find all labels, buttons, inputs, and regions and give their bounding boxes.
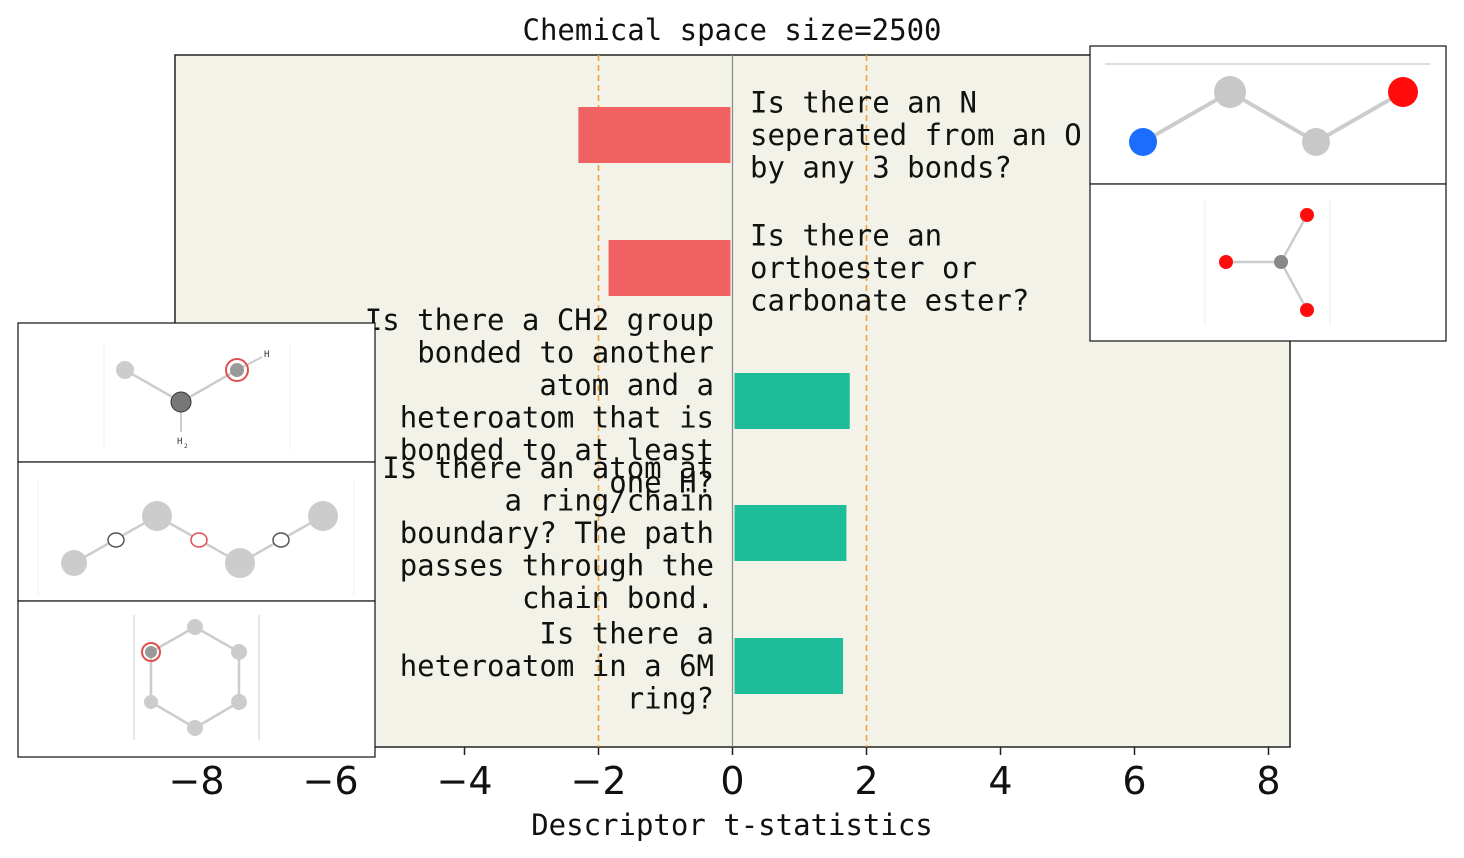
- x-tick-label-6: 4: [988, 759, 1012, 803]
- x-tick-label-4: 0: [720, 759, 744, 803]
- bar-label-line: Is there an: [750, 219, 942, 253]
- bars: [578, 107, 850, 694]
- atom-label-h-bottom: H: [177, 437, 182, 447]
- bar-label-line: passes through the: [400, 549, 714, 583]
- x-axis-label: Descriptor t-statistics: [531, 808, 933, 842]
- x-tick-label-0: −8: [168, 759, 224, 803]
- bar-label-line: carbonate ester?: [750, 284, 1029, 318]
- bar-label-line: boundary? The path: [400, 516, 714, 550]
- bar-label-line: one H?: [609, 465, 714, 499]
- molecule-ch2-group-image: H H 2: [17, 322, 376, 463]
- bar-label-line: Is there an N: [750, 86, 977, 120]
- bar-label-line: ring?: [627, 682, 714, 716]
- x-tick-label-3: −2: [570, 759, 626, 803]
- bar-label-line: Is there a: [539, 617, 714, 651]
- x-tick-label-5: 2: [854, 759, 878, 803]
- bar-label-line: heteroatom in a 6M: [400, 649, 714, 683]
- bar-1: [608, 240, 731, 296]
- molecule-ring-chain-boundary-image: [17, 461, 376, 602]
- molecule-carbonate-ester-image: [1089, 183, 1447, 342]
- bar-label-line: Is there a CH2 group: [365, 303, 714, 337]
- bar-label-1: Is there an orthoester or carbonate ester?: [750, 219, 1029, 318]
- bar-label-line: atom and a: [539, 368, 714, 402]
- molecule-heteroatom-6m-ring-image: [17, 600, 376, 758]
- atom-label-h-top: H: [264, 350, 269, 360]
- bar-label-line: bonded to another: [417, 335, 714, 369]
- bar-3: [734, 505, 847, 561]
- bar-label-line: Is there an atom at: [382, 451, 714, 485]
- bar-label-line: bonded to at least: [400, 433, 714, 467]
- chart-title: Chemical space size=2500: [522, 13, 941, 47]
- x-tick-label-2: −4: [436, 759, 492, 803]
- bar-label-2: Is there a CH2 group bonded to another ato…: [365, 303, 714, 500]
- bar-label-4: Is there a heteroatom in a 6M ring?: [400, 617, 714, 716]
- bar-label-line: by any 3 bonds?: [750, 151, 1012, 185]
- bar-label-line: a ring/chain: [504, 484, 714, 518]
- bar-label-line: seperated from an O: [750, 118, 1082, 152]
- bar-2: [734, 373, 850, 429]
- bar-4: [734, 638, 844, 694]
- molecule-n-o-3-bonds-image: [1089, 45, 1447, 185]
- bar-label-3: Is there an atom at a ring/chain boundary?…: [382, 451, 714, 615]
- x-axis-ticks: −8 −6 −4 −2 0 2 4 6 8: [168, 747, 1281, 803]
- bar-label-line: chain bond.: [522, 581, 714, 615]
- x-tick-label-1: −6: [302, 759, 358, 803]
- threshold-lines: [597, 55, 868, 747]
- bar-0: [578, 107, 731, 163]
- bar-label-line: heteroatom that is: [400, 400, 714, 434]
- atom-label-subscript: 2: [184, 443, 188, 450]
- x-tick-label-8: 8: [1256, 759, 1280, 803]
- bar-label-line: orthoester or: [750, 251, 977, 285]
- x-tick-label-7: 6: [1122, 759, 1146, 803]
